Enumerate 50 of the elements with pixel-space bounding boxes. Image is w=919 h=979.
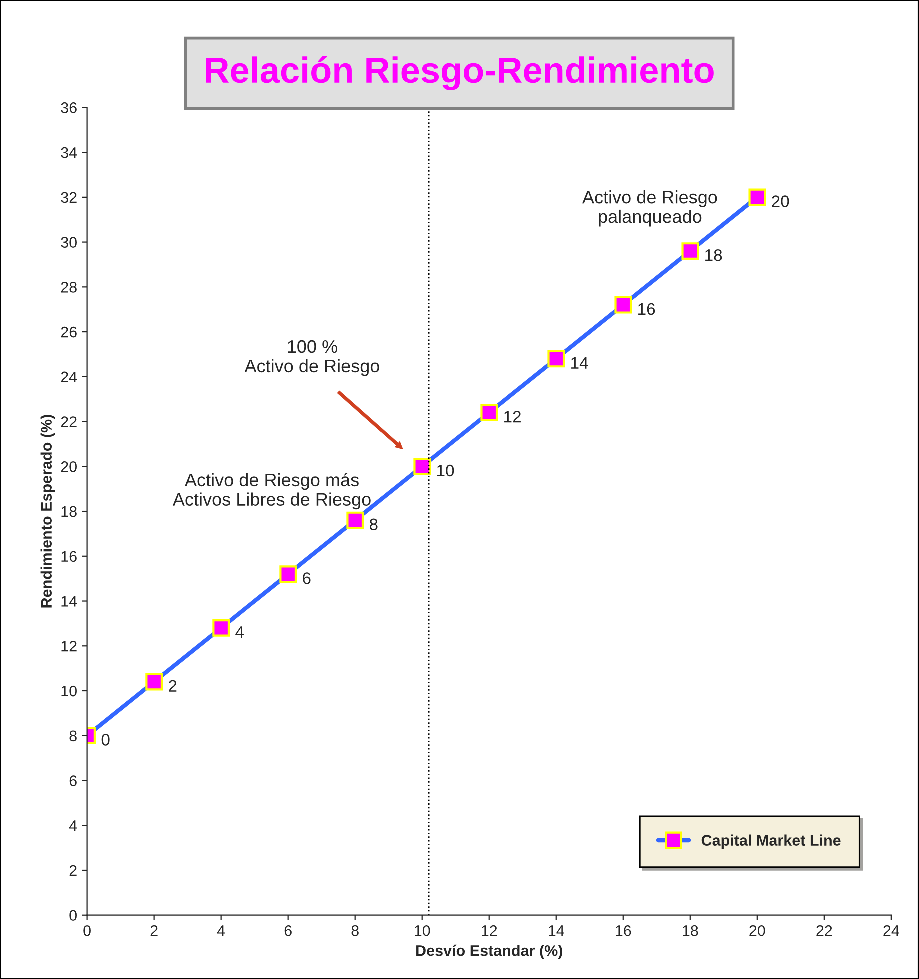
- x-tick-label: 16: [616, 925, 632, 936]
- y-tick-label: 32: [61, 192, 77, 204]
- annotation: 10: [438, 464, 454, 477]
- x-tick-label: 2: [150, 925, 158, 936]
- annotation: Activo de Riesgo más Activos Libres de Riesgo: [172, 473, 371, 510]
- chart-title: Relación Riesgo-Rendimiento: [206, 56, 714, 90]
- annotation: Activo de Riesgo palanqueado: [582, 190, 718, 227]
- y-tick-label: 12: [62, 641, 77, 652]
- x-tick-label: 18: [683, 925, 698, 936]
- y-tick-label: 8: [70, 730, 77, 742]
- y-tick-label: 26: [61, 326, 77, 338]
- y-tick-label: 4: [69, 820, 78, 832]
- y-tick-label: 14: [62, 596, 78, 607]
- y-tick-label: 16: [62, 551, 77, 562]
- annotation: 100 % Activo de Riesgo: [244, 340, 380, 376]
- x-tick-label: 20: [750, 925, 766, 936]
- y-tick-label: 20: [61, 462, 77, 472]
- annotation: 4: [236, 626, 244, 638]
- y-tick-label: 30: [61, 237, 77, 248]
- x-tick-label: 0: [84, 925, 91, 936]
- annotation: 18: [706, 250, 722, 262]
- y-tick-label: 36: [61, 102, 77, 114]
- y-tick-label: 18: [62, 506, 77, 518]
- y-tick-label: 0: [70, 910, 77, 922]
- annotation: 0: [102, 734, 110, 746]
- x-tick-label: 8: [352, 925, 359, 936]
- y-tick-label: 10: [62, 686, 77, 697]
- y-tick-label: 2: [70, 865, 77, 876]
- y-axis-title: Rendimiento Esperado (%): [40, 415, 56, 608]
- x-axis-title: Desvío Estandar (%): [416, 944, 562, 960]
- annotation: 8: [370, 518, 378, 531]
- annotation: 14: [572, 357, 588, 369]
- x-tick-label: 22: [816, 925, 832, 936]
- annotation: 12: [504, 411, 521, 423]
- annotation: 20: [772, 196, 790, 208]
- x-tick-label: 10: [415, 925, 430, 936]
- y-tick-label: 34: [61, 147, 78, 158]
- y-tick-label: 24: [61, 372, 78, 382]
- x-tick-label: 14: [549, 926, 564, 936]
- y-tick-label: 28: [61, 282, 77, 293]
- y-tick-label: 22: [61, 416, 77, 428]
- annotation: 6: [303, 572, 311, 584]
- annotation: 16: [638, 303, 656, 316]
- x-tick-label: 24: [884, 925, 900, 936]
- x-tick-label: 12: [482, 925, 498, 936]
- x-tick-label: 6: [284, 925, 292, 936]
- y-tick-label: 6: [70, 776, 77, 786]
- annotation: 2: [169, 680, 177, 692]
- x-tick-label: 4: [217, 926, 226, 936]
- legend-label: Capital Market Line: [702, 834, 841, 850]
